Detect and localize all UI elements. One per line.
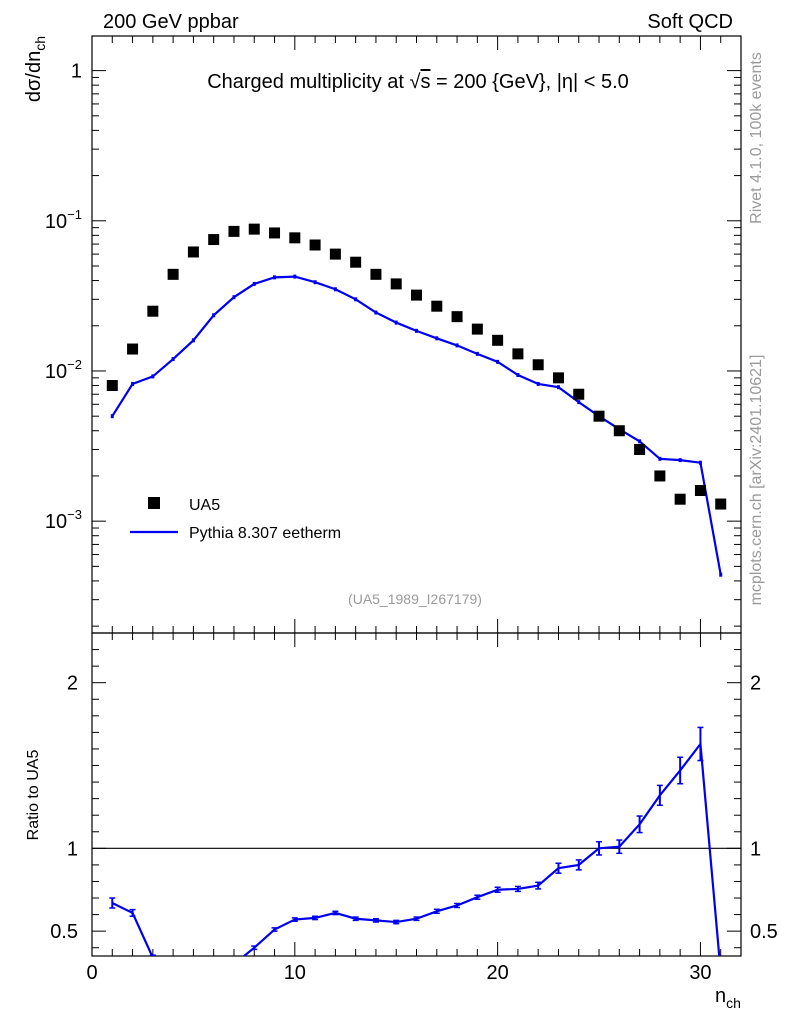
main-ylabel: dσ/dnch bbox=[23, 36, 48, 102]
ua5-point bbox=[654, 470, 666, 482]
pythia-point bbox=[273, 275, 277, 280]
ua5-point bbox=[411, 289, 422, 301]
legend-label-pythia: Pythia 8.307 eetherm bbox=[189, 525, 341, 542]
ua5-point bbox=[309, 239, 321, 251]
ua5-point bbox=[248, 223, 260, 235]
pythia-point bbox=[435, 336, 439, 341]
pythia-point bbox=[536, 381, 540, 386]
pythia-point bbox=[719, 572, 723, 577]
ratio-panel: 0.5 0.51 12 20 10 20 30 Ratio to UA5 nch bbox=[25, 632, 778, 1011]
ua5-point bbox=[269, 227, 281, 239]
ua5-point bbox=[613, 425, 625, 437]
pythia-point bbox=[394, 320, 398, 325]
analysis-watermark: (UA5_1989_I267179) bbox=[348, 591, 482, 607]
ua5-point bbox=[350, 256, 362, 268]
ua5-point bbox=[532, 359, 544, 371]
ratio-ytick-label-right: 2 bbox=[750, 673, 761, 695]
ua5-point bbox=[127, 343, 139, 355]
pythia-point bbox=[658, 456, 662, 461]
ratio-xtick-label: 30 bbox=[689, 962, 711, 984]
pythia-point bbox=[212, 313, 216, 318]
ratio-xtick-label: 20 bbox=[487, 962, 509, 984]
ua5-point bbox=[694, 485, 706, 497]
main-title: Charged multiplicity at √s = 200 {GeV}, … bbox=[207, 71, 629, 93]
ratio-ytick-label-right: 0.5 bbox=[750, 921, 778, 943]
pythia-point bbox=[496, 359, 500, 364]
ua5-point bbox=[492, 334, 504, 346]
ua5-point bbox=[512, 348, 524, 360]
ua5-point bbox=[167, 268, 179, 280]
main-ytick-label: 10−1 bbox=[45, 207, 82, 233]
header-left: 200 GeV ppbar bbox=[103, 11, 239, 33]
ua5-point bbox=[573, 388, 585, 400]
ua5-point bbox=[593, 410, 605, 422]
ratio-plot-area bbox=[109, 726, 721, 956]
pythia-point bbox=[374, 310, 378, 315]
ua5-point bbox=[674, 493, 686, 505]
pythia-point bbox=[698, 460, 702, 465]
ua5-point bbox=[431, 300, 443, 312]
ratio-xlabel: nch bbox=[715, 985, 741, 1011]
pythia-point bbox=[333, 287, 337, 292]
pythia-point bbox=[678, 458, 682, 463]
rivet-label: Rivet 4.1.0, 100k events bbox=[748, 52, 765, 224]
ua5-point bbox=[329, 248, 341, 260]
pythia-point bbox=[638, 439, 642, 444]
pythia-point bbox=[313, 280, 317, 285]
ratio-tick-labels: 0.5 0.51 12 20 10 20 30 bbox=[50, 673, 778, 984]
main-plot-area bbox=[106, 223, 727, 577]
pythia-point bbox=[232, 295, 236, 300]
ua5-point bbox=[187, 246, 199, 258]
ratio-ytick-label: 2 bbox=[67, 673, 78, 695]
ratio-line bbox=[111, 741, 721, 956]
ratio-xtick-label: 0 bbox=[86, 962, 97, 984]
ua5-point bbox=[390, 278, 402, 290]
ua5-point bbox=[106, 380, 118, 392]
ua5-point bbox=[451, 311, 463, 323]
pythia-point bbox=[516, 373, 520, 378]
ratio-frame bbox=[91, 632, 742, 957]
ua5-point bbox=[552, 372, 564, 384]
ua5-point bbox=[228, 225, 240, 237]
main-frame bbox=[91, 35, 742, 634]
ratio-ticks bbox=[91, 632, 742, 956]
main-ytick-labels: 1 10−1 10−2 10−3 bbox=[45, 61, 82, 534]
pythia-point bbox=[191, 338, 195, 343]
ratio-xtick-label: 10 bbox=[284, 962, 306, 984]
main-panel: 1 10−1 10−2 10−3 Charged multiplicity at √s… bbox=[23, 35, 742, 634]
pythia-point bbox=[252, 281, 256, 286]
ratio-ytick-label: 1 bbox=[67, 838, 78, 860]
ua5-point bbox=[715, 498, 727, 510]
pythia-point bbox=[171, 357, 175, 362]
pythia-point bbox=[131, 381, 135, 386]
ua5-point bbox=[208, 234, 220, 246]
legend-label-ua5: UA5 bbox=[189, 497, 220, 514]
ua5-point bbox=[471, 323, 483, 335]
legend-marker-ua5 bbox=[148, 497, 160, 509]
ua5-point bbox=[370, 268, 382, 280]
ua5-point bbox=[634, 444, 646, 456]
ua5-point bbox=[147, 305, 159, 317]
pythia-point bbox=[293, 274, 297, 279]
pythia-point bbox=[455, 343, 459, 348]
pythia-point bbox=[556, 385, 560, 390]
main-ytick-label: 10−3 bbox=[45, 507, 82, 533]
ua5-point bbox=[289, 232, 301, 244]
pythia-point bbox=[415, 328, 418, 333]
header-right: Soft QCD bbox=[647, 11, 733, 33]
pythia-point bbox=[151, 374, 155, 379]
pythia-point bbox=[354, 297, 358, 302]
legend: UA5 Pythia 8.307 eetherm bbox=[130, 497, 341, 542]
mcplots-label: mcplots.cern.ch [arXiv:2401.10621] bbox=[748, 355, 765, 606]
pythia-point bbox=[475, 351, 479, 356]
main-ticks bbox=[91, 36, 742, 633]
ratio-ylabel: Ratio to UA5 bbox=[25, 750, 42, 841]
main-ytick-label: 10−2 bbox=[45, 357, 82, 383]
pythia-point bbox=[110, 414, 114, 419]
main-ytick-label: 1 bbox=[71, 61, 82, 83]
ratio-ytick-label-right: 1 bbox=[750, 838, 761, 860]
pythia-point bbox=[577, 400, 581, 405]
ratio-ytick-label: 0.5 bbox=[50, 921, 78, 943]
